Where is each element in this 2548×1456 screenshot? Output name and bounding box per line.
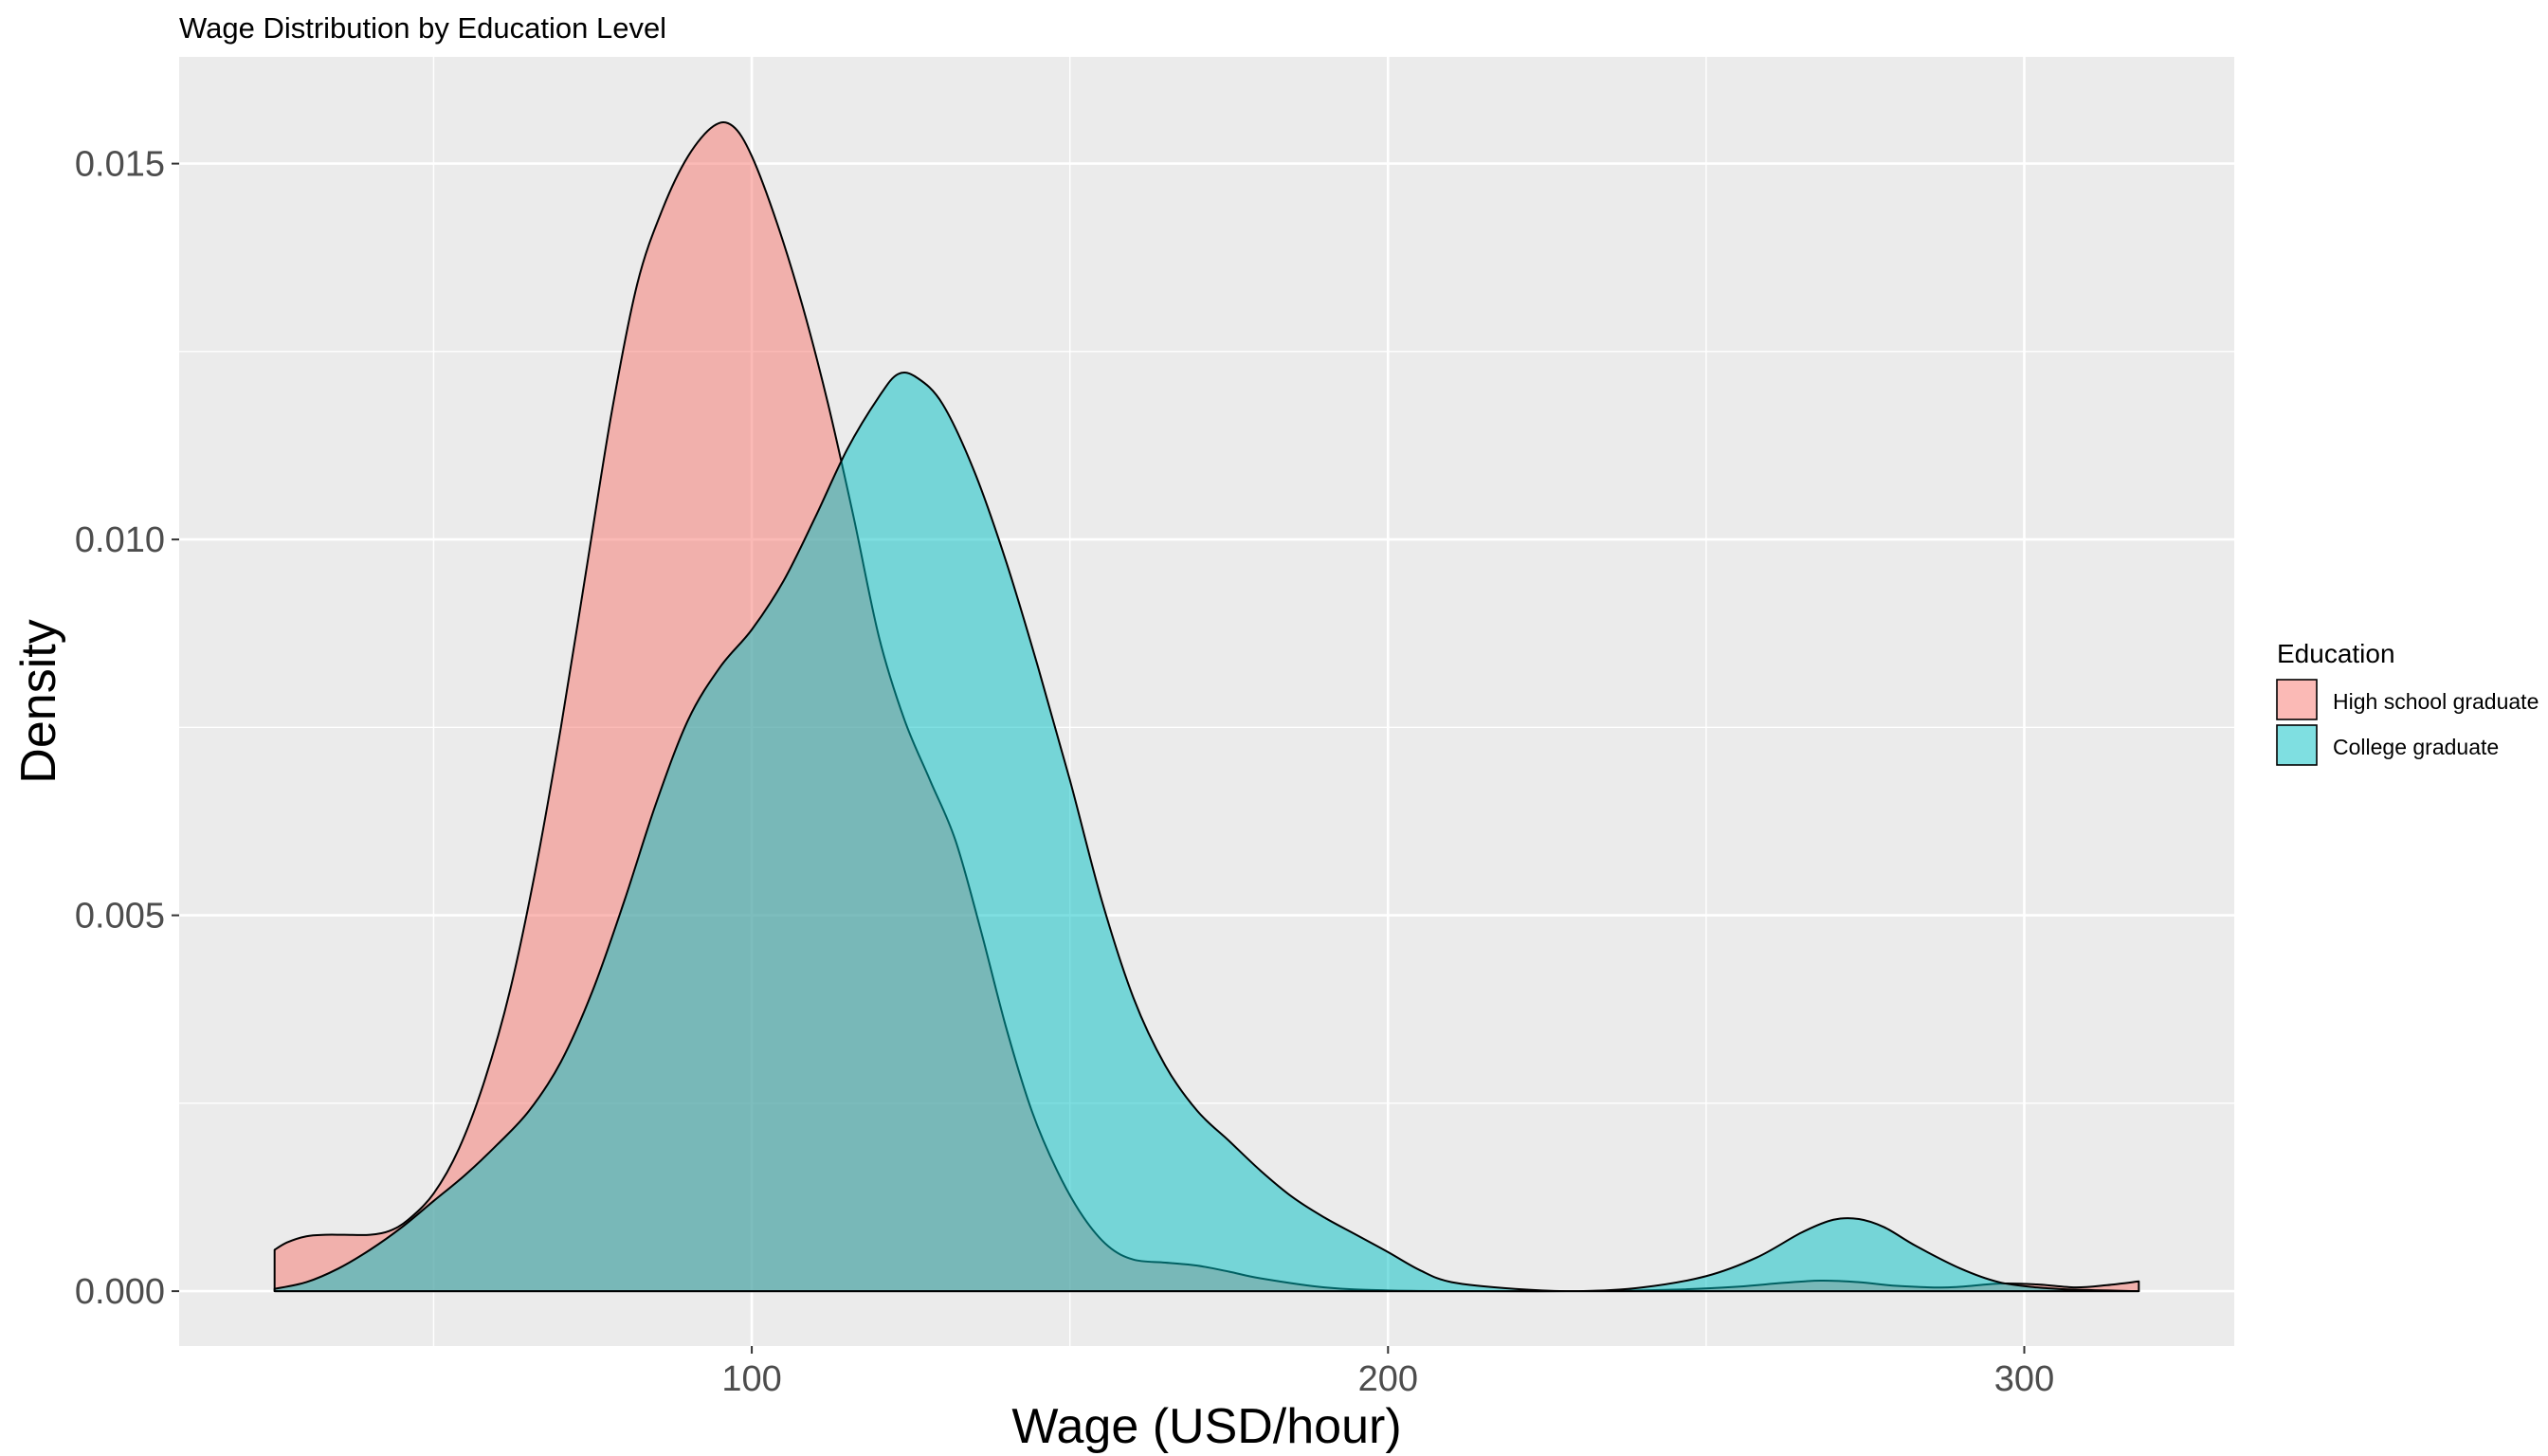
legend: Education High school graduate College g… <box>2276 639 2539 766</box>
y-tick-label: 0.015 <box>75 145 165 185</box>
legend-label-high-school: High school graduate <box>2333 689 2539 714</box>
legend-label-college: College graduate <box>2333 735 2499 759</box>
x-axis: 100 200 300 <box>721 1346 2054 1399</box>
legend-key-college <box>2276 724 2318 766</box>
x-tick-label: 100 <box>721 1359 781 1399</box>
y-tick-label: 0.010 <box>75 520 165 560</box>
y-axis: 0.000 0.005 0.010 0.015 <box>75 145 179 1312</box>
x-tick-label: 300 <box>1994 1359 2054 1399</box>
legend-item-college: College graduate <box>2276 724 2499 766</box>
legend-key-high-school <box>2276 679 2318 720</box>
x-axis-label: Wage (USD/hour) <box>1011 1399 1401 1454</box>
y-axis-label: Density <box>11 619 66 783</box>
legend-item-high-school: High school graduate <box>2276 679 2539 720</box>
y-tick-label: 0.005 <box>75 897 165 937</box>
legend-title: Education <box>2277 639 2395 668</box>
chart-title: Wage Distribution by Education Level <box>179 11 666 45</box>
density-series <box>273 120 2140 1293</box>
x-tick-label: 200 <box>1358 1359 1418 1399</box>
y-tick-label: 0.000 <box>75 1272 165 1312</box>
density-area-college-graduate <box>273 372 2140 1293</box>
